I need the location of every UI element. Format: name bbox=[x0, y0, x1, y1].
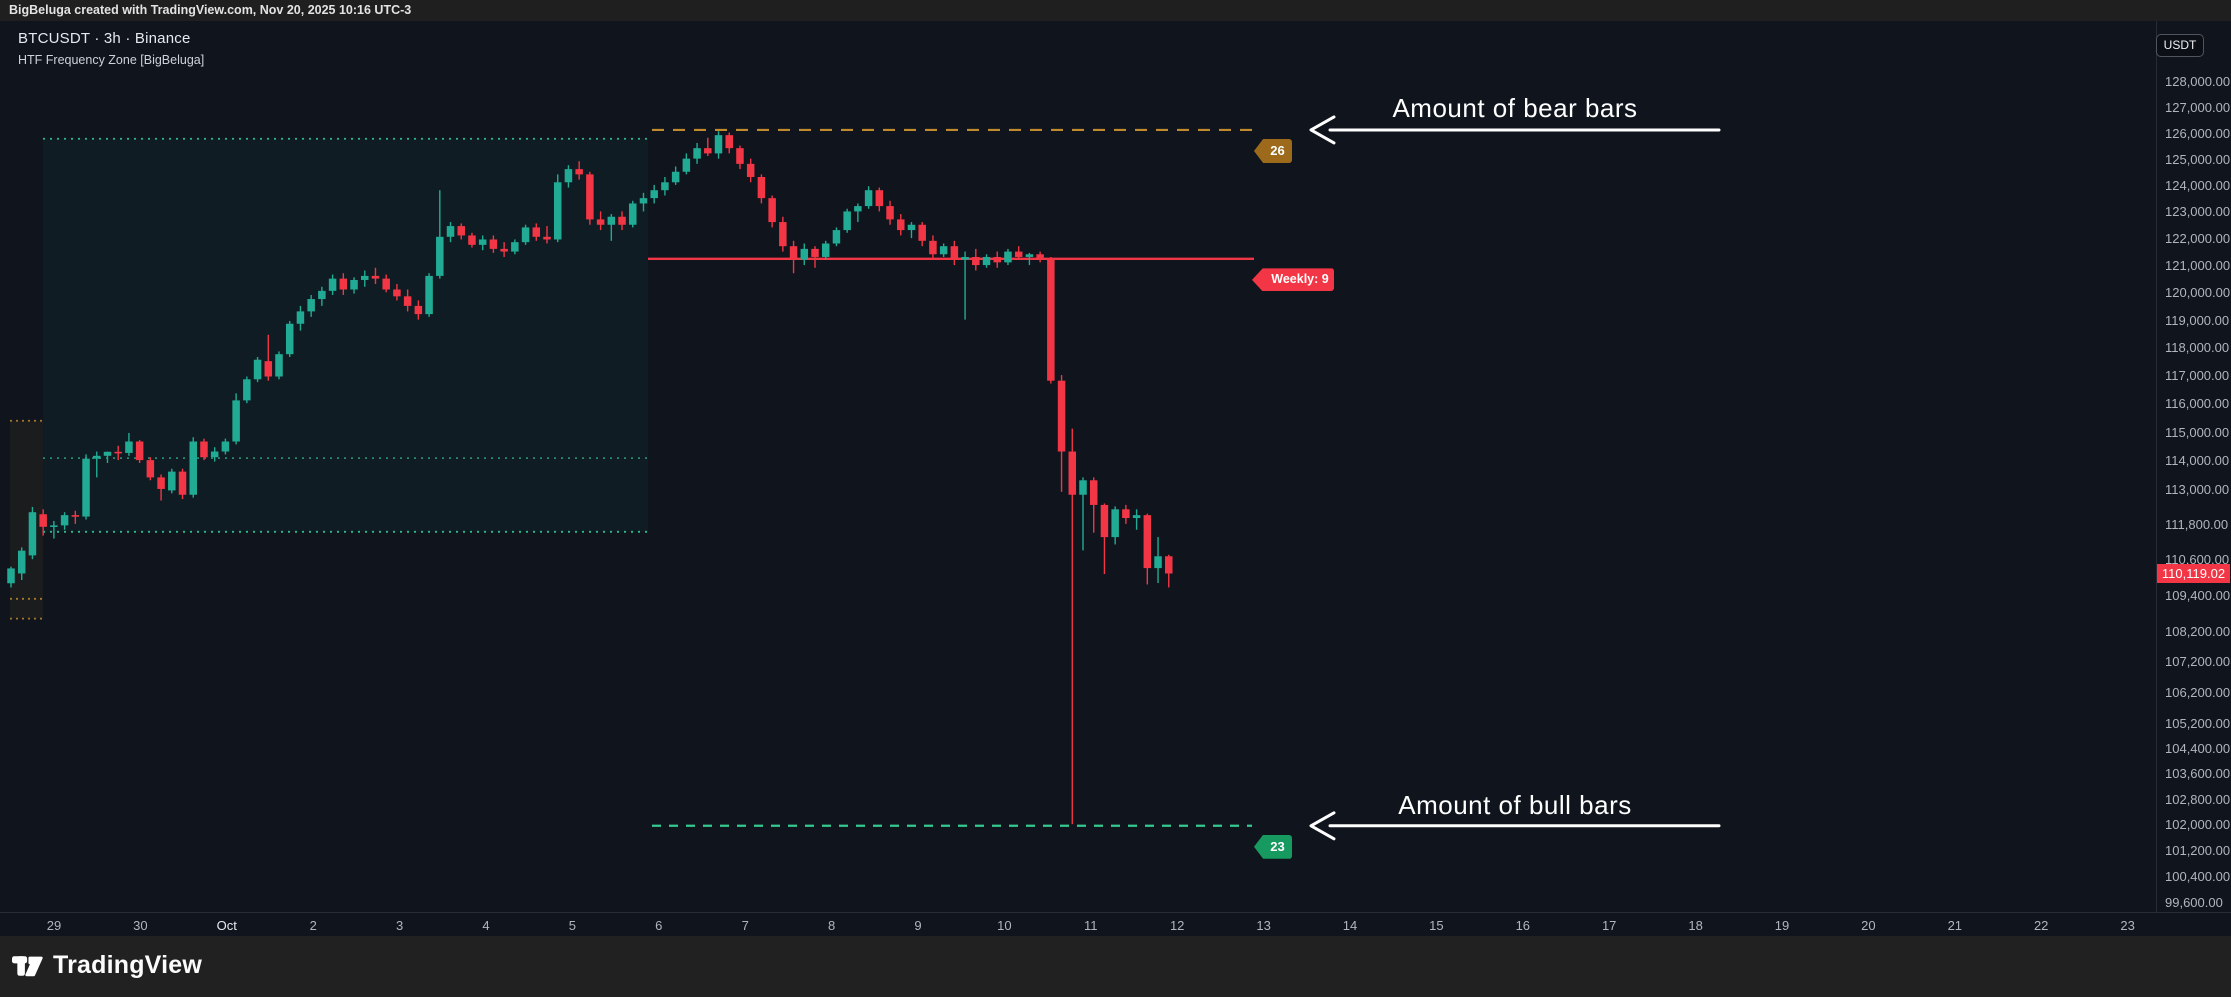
price-axis-label: 102,800.00 bbox=[2165, 791, 2231, 807]
time-axis-label: 20 bbox=[1861, 918, 1876, 933]
time-axis-label: 4 bbox=[482, 918, 490, 933]
time-axis-label: 30 bbox=[133, 918, 148, 933]
time-axis-label: 12 bbox=[1169, 918, 1185, 933]
tradingview-logo[interactable]: TradingView bbox=[12, 951, 202, 980]
time-axis-label: 15 bbox=[1429, 918, 1444, 933]
price-axis-label: 111,800.00 bbox=[2165, 516, 2229, 532]
price-axis-label: 119,000.00 bbox=[2165, 312, 2230, 328]
price-axis-label: 104,400.00 bbox=[2165, 741, 2231, 757]
time-axis-label: 6 bbox=[655, 918, 663, 933]
left-htf-zone bbox=[10, 419, 43, 620]
attribution-bar: BigBeluga created with TradingView.com, … bbox=[0, 0, 2231, 21]
time-axis[interactable]: 29 30 Oct 2 3 4 5 6 7 8 9 10 11 12 13 14 15 16 17 18 19 20 21 2… bbox=[0, 912, 2231, 937]
time-axis-label: 14 bbox=[1342, 918, 1358, 933]
time-axis-label: 19 bbox=[1774, 918, 1790, 933]
price-axis-label: 106,200.00 bbox=[2165, 685, 2231, 701]
price-axis-label: 110,600.00 bbox=[2165, 552, 2230, 568]
price-axis-label: 128,000.00 bbox=[2165, 74, 2231, 89]
price-axis-label: 120,000.00 bbox=[2165, 285, 2231, 301]
currency-toggle-button[interactable]: USDT bbox=[2156, 34, 2204, 57]
bear-count-badge: 26 bbox=[1254, 138, 1292, 163]
chart-pane[interactable]: BTCUSDT · 3h · Binance HTF Frequency Zon… bbox=[0, 21, 2231, 912]
bottom-toolbar: TradingView bbox=[0, 936, 2231, 997]
candlestick-chart bbox=[7, 115, 1721, 841]
price-axis-label: 105,200.00 bbox=[2165, 716, 2231, 732]
tradingview-logo-text: TradingView bbox=[53, 951, 203, 979]
price-axis-label: 101,200.00 bbox=[2165, 842, 2231, 858]
bull-arrow bbox=[1309, 811, 1721, 841]
time-axis-label: 5 bbox=[568, 918, 577, 933]
weekly-level-tag: Weekly: 9 bbox=[1252, 268, 1334, 292]
time-axis-label: 18 bbox=[1688, 918, 1703, 933]
price-axis-label: 99,600.00 bbox=[2165, 895, 2223, 911]
bear-arrow bbox=[1309, 115, 1721, 145]
time-axis-label: Oct bbox=[216, 918, 237, 933]
time-axis-label: 13 bbox=[1256, 918, 1271, 933]
price-axis-label: 114,000.00 bbox=[2165, 453, 2230, 469]
price-axis-label: 127,000.00 bbox=[2165, 99, 2231, 115]
price-axis-label: 126,000.00 bbox=[2165, 125, 2231, 141]
price-axis-label: 123,000.00 bbox=[2165, 204, 2231, 220]
htf-zone bbox=[43, 137, 648, 533]
time-axis-label: 2 bbox=[309, 918, 317, 933]
time-axis-label: 22 bbox=[2033, 918, 2049, 933]
price-axis-label: 121,000.00 bbox=[2165, 258, 2231, 274]
price-axis-label: 100,400.00 bbox=[2165, 868, 2231, 884]
time-axis-label: 11 bbox=[1084, 918, 1098, 933]
price-axis-label: 113,000.00 bbox=[2165, 481, 2230, 497]
time-axis-label: 3 bbox=[395, 918, 404, 933]
price-axis-label: 109,400.00 bbox=[2165, 587, 2231, 603]
time-axis-label: 9 bbox=[914, 918, 922, 933]
time-axis-label: 7 bbox=[741, 918, 749, 933]
price-axis-label: 122,000.00 bbox=[2165, 231, 2231, 247]
time-axis-label: 16 bbox=[1515, 918, 1531, 933]
price-axis-label: 102,000.00 bbox=[2165, 817, 2231, 833]
price-axis-label: 103,600.00 bbox=[2165, 766, 2231, 782]
symbol-title: BTCUSDT · 3h · Binance bbox=[18, 30, 191, 47]
time-axis-label: 29 bbox=[46, 918, 62, 933]
indicator-title: HTF Frequency Zone [BigBeluga] bbox=[18, 53, 205, 67]
price-axis[interactable]: 128,000.00 127,000.00 126,000.00 125,000.00… bbox=[2156, 21, 2231, 936]
candlestick-series bbox=[7, 131, 1173, 825]
price-axis-label: 115,000.00 bbox=[2165, 424, 2230, 440]
price-axis-label: 107,200.00 bbox=[2165, 654, 2231, 670]
price-axis-label: 116,000.00 bbox=[2165, 396, 2230, 412]
last-price-label: 110,119.02 bbox=[2157, 564, 2230, 584]
time-axis-label: 23 bbox=[2120, 918, 2135, 933]
time-axis-label: 8 bbox=[827, 918, 836, 933]
price-axis-label: 118,000.00 bbox=[2165, 340, 2230, 356]
price-axis-label: 117,000.00 bbox=[2165, 368, 2230, 384]
time-axis-label: 21 bbox=[1947, 918, 1963, 933]
price-axis-label: 124,000.00 bbox=[2165, 177, 2231, 193]
bull-bars-annotation: Amount of bull bars bbox=[1398, 790, 1632, 820]
price-axis-label: 108,200.00 bbox=[2165, 624, 2231, 640]
symbol-header: BTCUSDT · 3h · Binance HTF Frequency Zon… bbox=[18, 30, 204, 67]
time-axis-label: 10 bbox=[997, 918, 1012, 933]
price-axis-label: 125,000.00 bbox=[2165, 151, 2231, 167]
bull-count-badge: 23 bbox=[1254, 834, 1292, 859]
tradingview-logo-icon bbox=[12, 955, 43, 976]
time-axis-label: 17 bbox=[1601, 918, 1617, 933]
bear-bars-annotation: Amount of bear bars bbox=[1392, 93, 1638, 123]
